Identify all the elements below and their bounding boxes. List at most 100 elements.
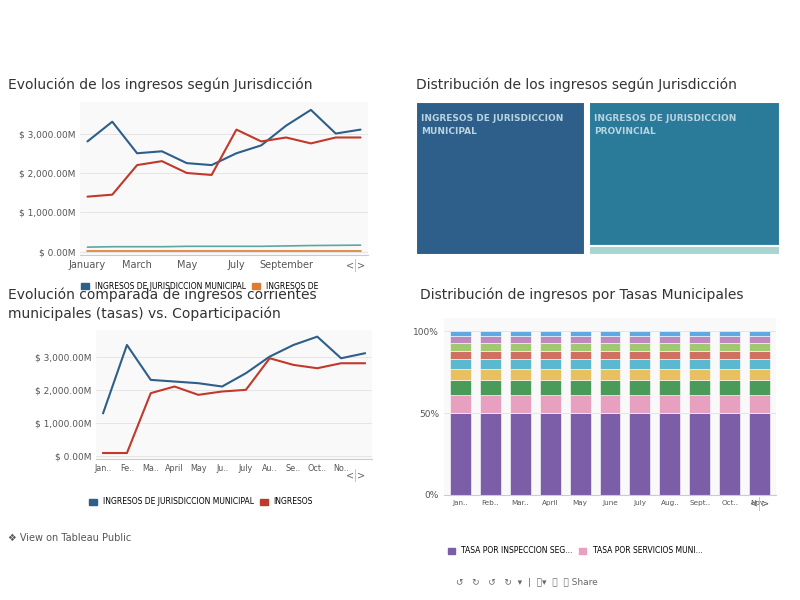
Legend: TASA POR INSPECCION SEG..., TASA POR SERVICIOS MUNI...: TASA POR INSPECCION SEG..., TASA POR SER… <box>445 544 706 559</box>
Text: ↺   ↻   ↺   ↻  ▾  |  ⬜▾  ⬜  ⤴ Share: ↺ ↻ ↺ ↻ ▾ | ⬜▾ ⬜ ⤴ Share <box>456 578 598 587</box>
Ellipse shape <box>35 32 52 36</box>
Bar <box>630 343 650 351</box>
Bar <box>659 413 680 495</box>
Bar <box>719 380 740 395</box>
Text: INGRESOS DE JURISDICCION
PROVINCIAL: INGRESOS DE JURISDICCION PROVINCIAL <box>594 114 737 136</box>
Bar <box>690 343 710 351</box>
Bar <box>659 369 680 380</box>
Bar <box>749 359 770 369</box>
Ellipse shape <box>35 20 52 24</box>
Bar <box>690 359 710 369</box>
Bar <box>510 395 530 413</box>
Bar <box>450 351 471 359</box>
Bar <box>599 351 621 359</box>
Bar <box>510 331 530 336</box>
Text: Evolución de los ingresos según Jurisdicción: Evolución de los ingresos según Jurisdic… <box>8 77 313 92</box>
Bar <box>719 395 740 413</box>
Bar <box>599 395 621 413</box>
Bar <box>540 351 561 359</box>
Text: <: < <box>346 261 354 271</box>
Bar <box>749 351 770 359</box>
Bar <box>719 369 740 380</box>
Bar <box>480 395 501 413</box>
Bar <box>659 359 680 369</box>
Text: >: > <box>357 471 365 481</box>
Text: MUNICIPIO: MUNICIPIO <box>73 14 140 25</box>
Bar <box>450 395 471 413</box>
Bar <box>749 380 770 395</box>
Bar <box>450 331 471 336</box>
Bar <box>749 336 770 343</box>
Bar <box>510 343 530 351</box>
Bar <box>690 380 710 395</box>
Text: >: > <box>761 499 769 509</box>
Bar <box>480 413 501 495</box>
Bar <box>599 359 621 369</box>
FancyBboxPatch shape <box>589 102 780 245</box>
Bar <box>540 380 561 395</box>
Bar <box>540 331 561 336</box>
Text: >: > <box>357 261 365 271</box>
Bar <box>659 336 680 343</box>
Bar <box>510 336 530 343</box>
Bar <box>599 369 621 380</box>
Bar <box>630 359 650 369</box>
Bar <box>510 413 530 495</box>
Bar <box>570 343 590 351</box>
Bar <box>659 380 680 395</box>
Legend: INGRESOS DE JURISDICCION MUNICIPAL, INGRESOS DE: INGRESOS DE JURISDICCION MUNICIPAL, INGR… <box>78 279 321 294</box>
Bar <box>659 351 680 359</box>
Bar <box>450 336 471 343</box>
Bar <box>540 343 561 351</box>
Text: <: < <box>750 499 758 509</box>
Text: Evolución comparada de ingresos corrientes: Evolución comparada de ingresos corrient… <box>8 287 317 302</box>
Ellipse shape <box>18 25 28 31</box>
Bar <box>570 395 590 413</box>
Bar <box>450 359 471 369</box>
Bar <box>690 395 710 413</box>
Bar <box>749 395 770 413</box>
Bar <box>540 359 561 369</box>
Bar <box>570 369 590 380</box>
Bar <box>599 343 621 351</box>
Bar <box>749 369 770 380</box>
Bar <box>690 351 710 359</box>
Circle shape <box>25 25 46 31</box>
Bar <box>510 369 530 380</box>
Bar <box>510 380 530 395</box>
Bar <box>540 336 561 343</box>
Bar <box>540 413 561 495</box>
Bar <box>719 336 740 343</box>
Bar <box>480 359 501 369</box>
Bar <box>659 331 680 336</box>
Bar <box>599 336 621 343</box>
Bar <box>719 351 740 359</box>
Bar <box>690 413 710 495</box>
Bar <box>570 380 590 395</box>
Bar <box>480 380 501 395</box>
Bar <box>570 331 590 336</box>
Text: Distribución de ingresos por Tasas Municipales: Distribución de ingresos por Tasas Munic… <box>420 287 743 302</box>
Text: Distribución de los ingresos según Jurisdicción: Distribución de los ingresos según Juris… <box>416 77 737 92</box>
Legend: INGRESOS DE JURISDICCION MUNICIPAL, INGRESOS: INGRESOS DE JURISDICCION MUNICIPAL, INGR… <box>86 494 316 509</box>
Text: BARILOCHE: BARILOCHE <box>73 33 143 43</box>
Bar <box>690 336 710 343</box>
Ellipse shape <box>25 18 46 21</box>
Text: INGRESOS DE JURISDICCION
MUNICIPAL: INGRESOS DE JURISDICCION MUNICIPAL <box>422 114 564 136</box>
Bar <box>690 369 710 380</box>
Ellipse shape <box>42 25 52 31</box>
Bar <box>540 369 561 380</box>
Text: ❖ View on Tableau Public: ❖ View on Tableau Public <box>8 533 131 543</box>
Bar <box>570 413 590 495</box>
Bar <box>480 336 501 343</box>
FancyBboxPatch shape <box>589 245 780 255</box>
Bar <box>570 336 590 343</box>
FancyBboxPatch shape <box>416 102 586 255</box>
Bar <box>480 343 501 351</box>
Bar <box>719 343 740 351</box>
Bar <box>659 395 680 413</box>
Bar <box>719 413 740 495</box>
Bar <box>570 351 590 359</box>
Text: <: < <box>346 471 354 481</box>
Bar <box>450 380 471 395</box>
